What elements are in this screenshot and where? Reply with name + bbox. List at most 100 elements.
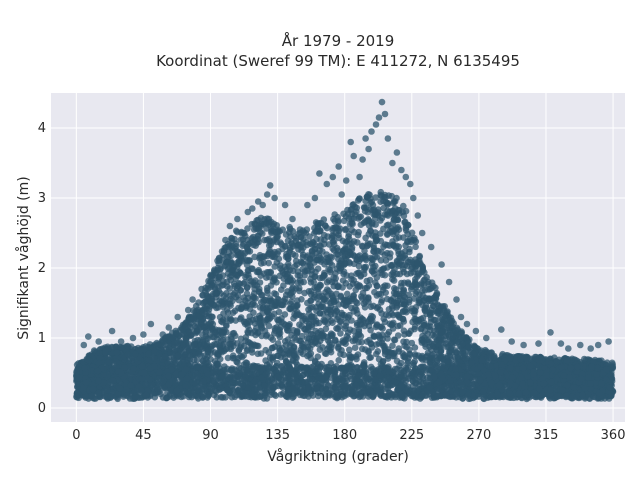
data-point xyxy=(249,265,256,273)
data-point xyxy=(219,318,226,326)
data-point xyxy=(384,331,391,338)
data-point xyxy=(276,333,284,341)
data-point xyxy=(493,362,500,370)
data-point xyxy=(320,296,328,303)
data-point xyxy=(282,291,290,299)
data-point xyxy=(206,313,213,321)
data-point xyxy=(249,300,257,307)
data-point xyxy=(311,293,318,301)
data-point xyxy=(445,324,453,332)
data-point xyxy=(330,282,338,290)
data-point xyxy=(249,295,256,302)
data-point xyxy=(441,309,449,317)
data-point xyxy=(112,343,119,351)
data-point xyxy=(455,358,463,366)
data-point xyxy=(254,232,262,239)
data-point xyxy=(259,309,266,317)
data-point xyxy=(334,213,342,221)
data-point xyxy=(361,304,369,311)
data-point xyxy=(352,333,359,340)
data-point xyxy=(211,285,219,292)
data-point xyxy=(304,299,311,307)
data-point xyxy=(411,358,419,365)
data-point xyxy=(314,220,321,227)
data-point xyxy=(281,263,289,271)
data-point xyxy=(266,237,274,245)
data-point xyxy=(274,316,281,323)
data-point xyxy=(328,290,335,298)
data-point xyxy=(389,342,396,350)
data-point xyxy=(311,358,319,366)
data-point xyxy=(417,281,425,289)
data-point xyxy=(361,264,369,272)
data-point xyxy=(237,335,245,343)
data-point xyxy=(328,234,336,242)
data-point xyxy=(242,297,249,304)
data-point xyxy=(215,255,223,262)
data-point xyxy=(389,238,396,245)
data-point xyxy=(377,188,385,196)
data-point xyxy=(315,252,323,260)
data-point xyxy=(199,331,206,338)
data-point xyxy=(434,309,441,317)
data-point xyxy=(444,357,452,365)
data-point xyxy=(334,251,342,258)
data-point xyxy=(104,358,112,366)
data-point xyxy=(381,344,388,352)
data-point xyxy=(403,270,411,278)
data-point xyxy=(431,340,438,348)
data-point xyxy=(229,354,237,362)
data-point xyxy=(348,317,355,324)
data-point xyxy=(286,225,294,233)
data-point xyxy=(323,251,330,258)
data-point xyxy=(307,313,315,321)
data-point xyxy=(367,254,374,262)
data-point xyxy=(208,346,215,353)
data-point xyxy=(354,299,361,307)
data-point xyxy=(438,355,445,362)
data-point xyxy=(244,328,251,336)
data-point xyxy=(197,319,205,327)
data-points xyxy=(73,98,617,403)
data-point xyxy=(273,234,281,241)
data-point xyxy=(374,348,382,355)
data-point xyxy=(264,287,271,294)
data-point xyxy=(343,319,350,327)
data-point xyxy=(182,336,190,344)
data-point xyxy=(381,251,389,259)
data-point xyxy=(411,344,419,351)
data-point xyxy=(282,358,290,365)
data-point xyxy=(191,340,198,348)
data-point xyxy=(358,338,365,346)
data-point xyxy=(361,322,368,330)
data-point xyxy=(384,230,391,237)
data-point xyxy=(240,352,248,359)
data-point xyxy=(406,346,413,354)
data-point xyxy=(390,277,398,284)
data-point xyxy=(290,352,298,359)
data-point xyxy=(401,261,409,269)
data-point xyxy=(226,315,234,322)
data-point xyxy=(527,355,535,363)
data-point xyxy=(255,328,262,336)
data-point xyxy=(376,334,384,342)
data-point xyxy=(430,316,438,324)
data-point xyxy=(425,323,433,331)
data-point xyxy=(314,353,322,361)
data-point xyxy=(370,242,377,250)
data-point xyxy=(401,354,409,361)
data-point xyxy=(395,262,403,270)
data-point xyxy=(356,195,363,202)
data-point xyxy=(424,330,432,338)
data-point xyxy=(400,327,408,335)
data-point xyxy=(359,243,366,250)
data-point xyxy=(228,235,235,242)
data-point xyxy=(346,346,353,354)
data-point xyxy=(136,347,144,354)
data-point xyxy=(275,308,283,316)
data-point xyxy=(390,350,397,358)
data-point xyxy=(298,322,306,330)
data-point xyxy=(317,303,325,311)
data-point xyxy=(412,304,420,311)
